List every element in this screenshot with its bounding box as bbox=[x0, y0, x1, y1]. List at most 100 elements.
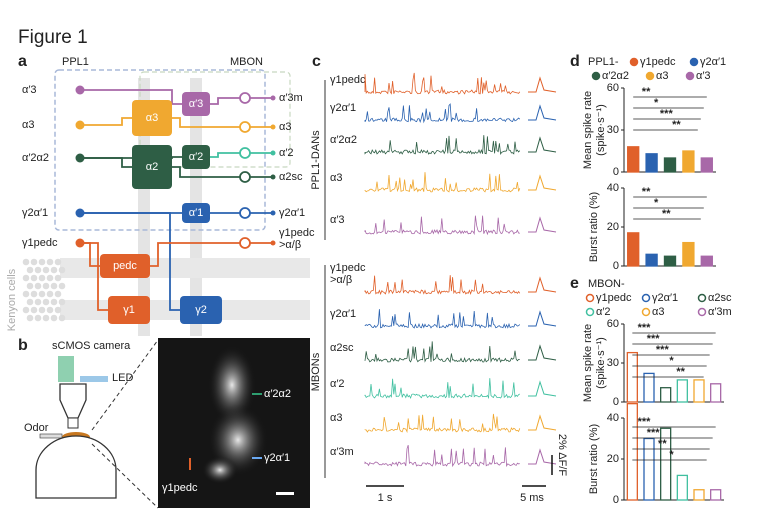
legend-label: α2sc bbox=[708, 292, 732, 304]
kenyon-cell bbox=[50, 282, 58, 290]
kenyon-cell bbox=[22, 274, 30, 282]
mbon-soma bbox=[239, 121, 251, 133]
kenyon-cell bbox=[38, 274, 46, 282]
bar bbox=[627, 146, 640, 173]
mbon-label: α3 bbox=[279, 121, 291, 133]
legend-marker bbox=[629, 57, 639, 67]
trace-label: γ1pedc bbox=[330, 74, 366, 86]
significance-label: *** bbox=[647, 333, 661, 345]
legend-label: α3 bbox=[652, 306, 664, 318]
kenyon-cell bbox=[26, 282, 34, 290]
spike-waveform bbox=[528, 136, 557, 153]
mbon-soma bbox=[239, 92, 251, 104]
kenyon-cell bbox=[42, 314, 50, 322]
trace-label: γ2α′1 bbox=[330, 102, 356, 114]
y-axis-label: (spike·s⁻¹) bbox=[595, 337, 607, 389]
kenyon-cell bbox=[26, 266, 34, 274]
kenyon-cell bbox=[50, 266, 58, 274]
kenyon-cell bbox=[42, 266, 50, 274]
camera bbox=[58, 356, 74, 382]
kenyon-cell bbox=[26, 314, 34, 322]
trace bbox=[364, 135, 521, 155]
bar bbox=[663, 157, 677, 173]
mbon-label: γ1pedc bbox=[279, 227, 315, 239]
significance-label: ** bbox=[676, 366, 685, 378]
compartment-label: α′1 bbox=[189, 207, 204, 219]
trace-label: α′2α2 bbox=[330, 134, 357, 146]
bar bbox=[676, 379, 688, 403]
kenyon-cell bbox=[30, 306, 38, 314]
y-axis-label: Burst ratio (%) bbox=[588, 424, 600, 494]
ppl1-axon bbox=[80, 242, 108, 311]
trace bbox=[364, 215, 520, 236]
scale-bar bbox=[276, 492, 294, 495]
mbon-terminal bbox=[270, 240, 276, 246]
scale-label: 5 ms bbox=[520, 492, 544, 504]
significance-label: *** bbox=[638, 322, 652, 334]
y-tick-label: 0 bbox=[613, 396, 619, 408]
legend-label: γ1pedc bbox=[596, 292, 632, 304]
ball bbox=[35, 435, 117, 499]
y-tick-label: 30 bbox=[607, 357, 619, 369]
figure-title: Figure 1 bbox=[18, 27, 88, 48]
bar bbox=[682, 150, 695, 173]
group-label: PPL1-DANs bbox=[310, 130, 322, 190]
bar bbox=[693, 379, 705, 403]
significance-label: *** bbox=[656, 344, 670, 356]
kenyon-cell bbox=[34, 314, 42, 322]
kenyon-cell bbox=[30, 258, 38, 266]
legend-label: α′2α2 bbox=[602, 70, 629, 82]
bar bbox=[626, 402, 638, 501]
bar bbox=[693, 489, 705, 501]
kenyon-cell bbox=[46, 290, 54, 298]
spike-waveform bbox=[528, 448, 557, 465]
y-tick-label: 20 bbox=[607, 453, 619, 465]
kenyon-label: Kenyon cells bbox=[6, 268, 18, 331]
kenyon-cell bbox=[34, 298, 42, 306]
legend-marker bbox=[645, 71, 655, 81]
trace bbox=[364, 444, 520, 468]
y-tick-label: 30 bbox=[607, 124, 619, 136]
y-tick-label: 60 bbox=[607, 82, 619, 94]
mbon-terminal bbox=[270, 174, 276, 180]
odor-tube bbox=[39, 433, 63, 439]
panel-label: d bbox=[570, 53, 580, 70]
compartment-label: α′2 bbox=[189, 151, 204, 163]
led bbox=[80, 376, 108, 382]
y-tick-label: 0 bbox=[613, 494, 619, 506]
bar bbox=[663, 255, 677, 267]
bar bbox=[645, 153, 658, 173]
bar bbox=[676, 474, 688, 501]
mbon-terminal bbox=[270, 95, 276, 101]
kenyon-cell bbox=[22, 290, 30, 298]
kenyon-cell bbox=[58, 314, 66, 322]
bar bbox=[643, 437, 655, 501]
bar bbox=[660, 427, 672, 501]
trace-label: α′3 bbox=[330, 214, 345, 226]
mbon-soma bbox=[239, 207, 251, 219]
significance-label: ** bbox=[672, 119, 681, 131]
bar bbox=[660, 387, 672, 403]
image-label: γ2α′1 bbox=[264, 452, 290, 464]
ppl1-axon bbox=[80, 89, 182, 105]
significance-label: ** bbox=[662, 208, 671, 220]
microscope bbox=[59, 383, 87, 419]
kenyon-cell bbox=[54, 258, 62, 266]
mbon-soma bbox=[239, 171, 251, 183]
significance-label: ** bbox=[642, 86, 651, 98]
y-axis-label: (spike·s⁻¹) bbox=[595, 104, 607, 156]
trace bbox=[364, 275, 521, 296]
kenyon-cell bbox=[22, 258, 30, 266]
kenyon-cell bbox=[46, 258, 54, 266]
trace bbox=[364, 309, 521, 329]
kenyon-cell bbox=[54, 274, 62, 282]
kenyon-cell bbox=[22, 306, 30, 314]
input-label: α′3 bbox=[22, 84, 37, 96]
kenyon-cell bbox=[54, 290, 62, 298]
trace bbox=[364, 378, 521, 400]
kenyon-cell bbox=[30, 290, 38, 298]
kenyon-cell bbox=[54, 306, 62, 314]
mbon-terminal bbox=[270, 150, 276, 156]
trace bbox=[364, 413, 521, 434]
legend-label: γ2α′1 bbox=[700, 56, 726, 68]
